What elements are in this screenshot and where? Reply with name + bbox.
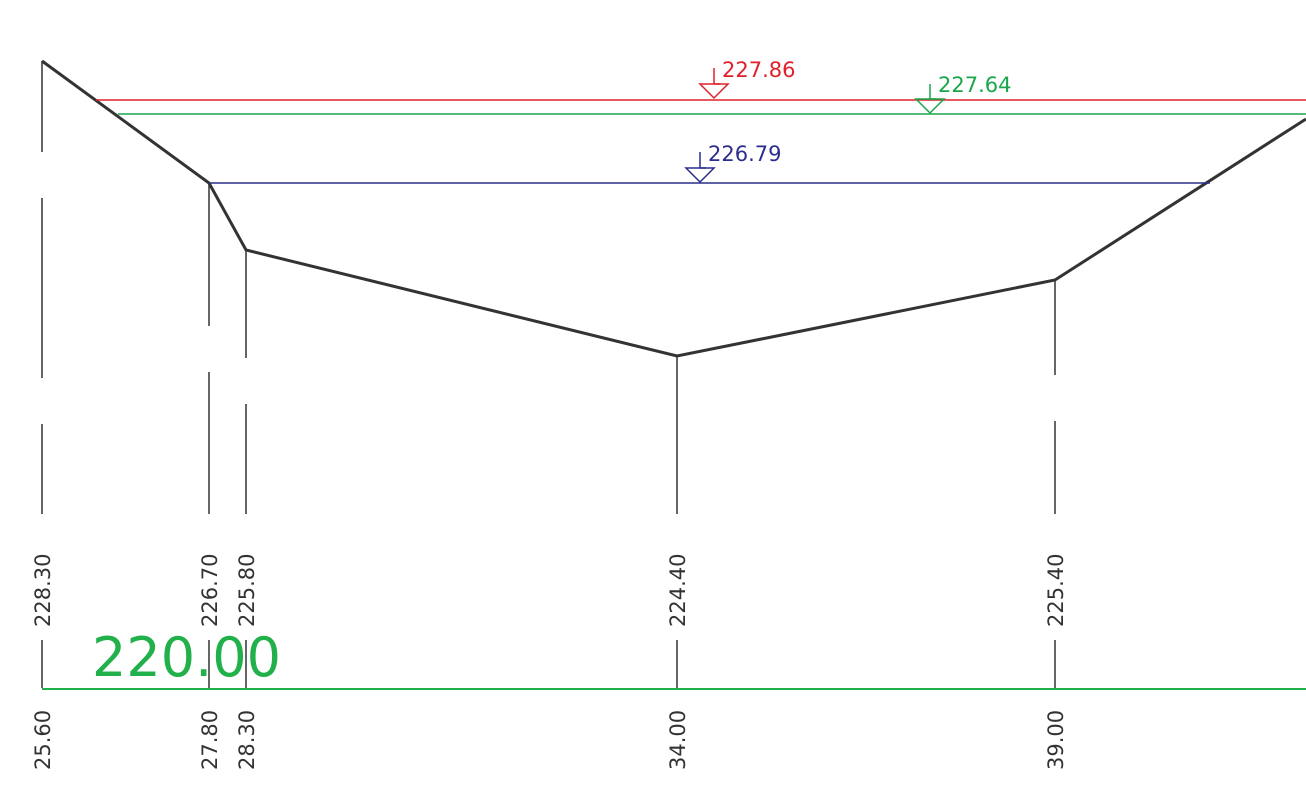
station-2-elevation: 226.70 — [198, 554, 222, 627]
water-level-red-marker — [698, 68, 730, 100]
station-2-offset: 27.80 — [198, 710, 222, 770]
water-level-green-marker — [914, 84, 946, 115]
water-level-blue-marker — [684, 152, 716, 184]
water-level-blue-label: 226.79 — [708, 142, 781, 166]
ground-profile — [41, 59, 1306, 358]
station-1-elevation: 228.30 — [31, 554, 55, 627]
station-3-offset: 28.30 — [235, 710, 259, 770]
water-level-red-label: 227.86 — [722, 58, 795, 82]
station-5-offset: 39.00 — [1044, 710, 1068, 770]
station-1-offset: 25.60 — [31, 710, 55, 770]
station-5-elevation: 225.40 — [1044, 554, 1068, 627]
datum-label: 220.00 — [92, 626, 281, 689]
station-3-elevation: 225.80 — [235, 554, 259, 627]
station-4-offset: 34.00 — [666, 710, 690, 770]
station-4-elevation: 224.40 — [666, 554, 690, 627]
water-level-green-label: 227.64 — [938, 73, 1011, 97]
